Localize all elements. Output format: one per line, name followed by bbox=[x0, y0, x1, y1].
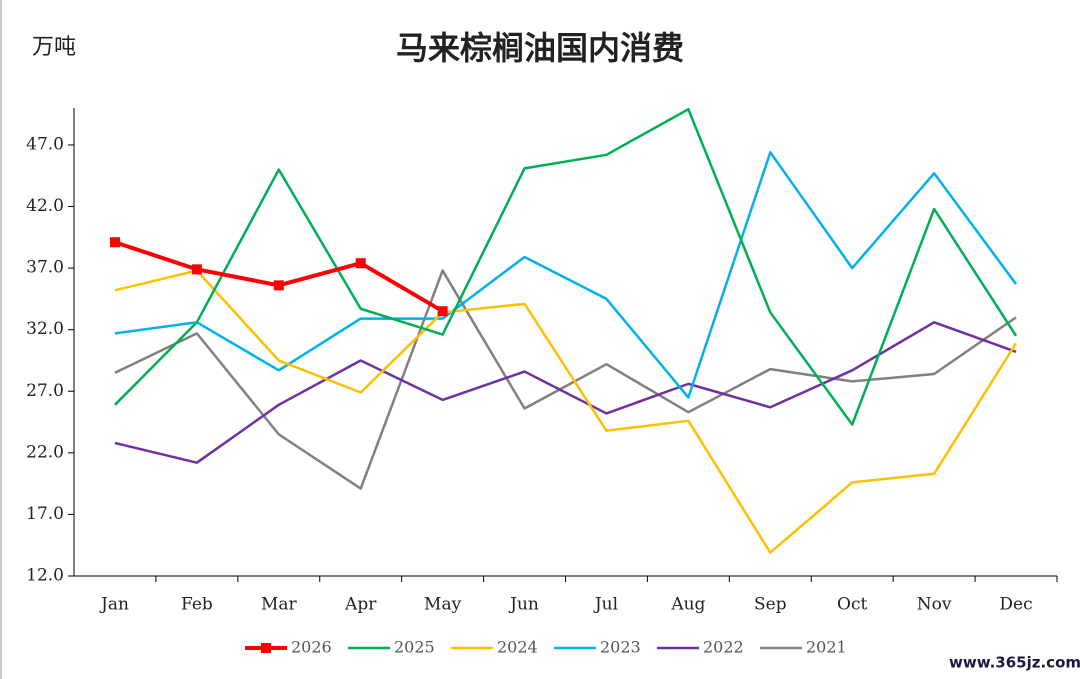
legend-label: 2026 bbox=[291, 638, 332, 657]
point-marker bbox=[437, 306, 448, 317]
x-tick-label: Sep bbox=[754, 595, 787, 615]
x-tick-label: Nov bbox=[917, 595, 952, 615]
y-tick-label: 37.0 bbox=[26, 258, 64, 278]
series-line bbox=[114, 269, 1017, 490]
x-tick-label: Jun bbox=[508, 595, 539, 615]
y-tick-label: 17.0 bbox=[26, 504, 64, 524]
x-tick-label: Aug bbox=[670, 595, 705, 615]
legend-marker bbox=[261, 643, 271, 653]
series-line bbox=[114, 151, 1018, 399]
y-tick-label: 32.0 bbox=[26, 319, 64, 339]
point-marker bbox=[273, 280, 284, 291]
y-tick-label: 12.0 bbox=[26, 566, 64, 586]
y-tick-label: 42.0 bbox=[26, 196, 64, 216]
legend-label: 2025 bbox=[394, 638, 435, 657]
x-tick-label: Apr bbox=[344, 595, 377, 615]
point-marker bbox=[191, 264, 202, 275]
legend-label: 2021 bbox=[806, 638, 847, 657]
point-marker bbox=[109, 237, 120, 248]
series-line bbox=[114, 107, 1018, 426]
x-tick-label: Jul bbox=[593, 595, 618, 615]
y-tick-label: 27.0 bbox=[26, 381, 64, 401]
x-tick-label: Oct bbox=[837, 595, 867, 615]
legend-label: 2024 bbox=[497, 638, 538, 657]
x-tick-label: Dec bbox=[999, 595, 1032, 615]
y-tick-label: 47.0 bbox=[26, 134, 64, 154]
legend-label: 2022 bbox=[703, 638, 744, 657]
y-tick-label: 22.0 bbox=[26, 442, 64, 462]
chart-title: 马来棕榈油国内消费 bbox=[396, 29, 684, 67]
point-marker bbox=[355, 258, 366, 269]
x-tick-label: Jan bbox=[99, 595, 129, 615]
x-tick-label: May bbox=[424, 595, 462, 615]
legend-label: 2023 bbox=[600, 638, 641, 657]
watermark: www.365jz.com bbox=[949, 654, 1080, 672]
x-tick-label: Feb bbox=[181, 595, 213, 615]
series-line bbox=[114, 321, 1017, 464]
unit-label: 万吨 bbox=[32, 35, 76, 60]
x-tick-label: Mar bbox=[261, 595, 298, 615]
series-line bbox=[114, 240, 444, 313]
series-line bbox=[114, 269, 1018, 554]
